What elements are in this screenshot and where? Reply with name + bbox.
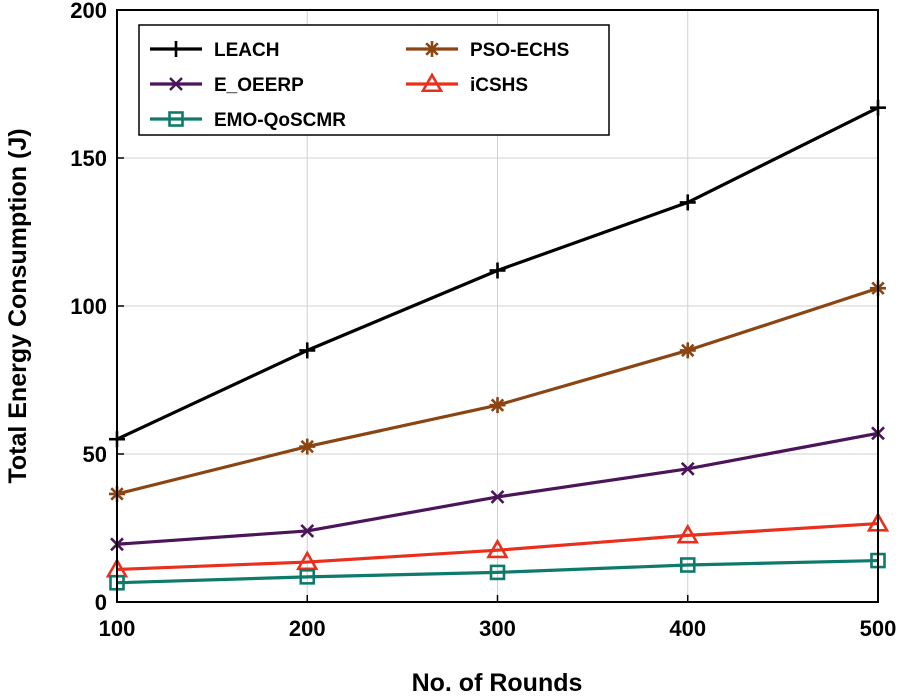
legend-item-icshs: iCSHS — [406, 72, 528, 96]
series-line-emo-qoscmr — [116, 558, 879, 585]
legend-swatch-marker — [420, 72, 444, 93]
data-point-icshs — [486, 538, 509, 559]
legend: LEACH PSO-ECHS E_OEERP iCSHS EMO-QoSCMR — [138, 24, 610, 136]
legend-swatch-marker — [169, 77, 183, 91]
data-point-emo-qoscmr — [299, 569, 316, 585]
data-point-e-oeerp — [680, 461, 695, 476]
x-tick-label: 400 — [669, 616, 706, 641]
y-axis-title: Total Energy Consumption (J) — [4, 128, 32, 483]
y-tick-label: 100 — [70, 294, 107, 319]
series-group — [105, 99, 890, 591]
tick-labels: 100 200 300 400 500 0 50 100 150 200 — [70, 0, 896, 641]
data-point-leach — [299, 342, 316, 359]
legend-item-e-oeerp: E_OEERP — [150, 75, 304, 96]
data-point-leach — [679, 194, 696, 211]
data-point-icshs — [296, 550, 319, 571]
data-point-icshs — [676, 523, 699, 544]
y-tick-label: 150 — [70, 146, 107, 171]
legend-swatch-marker — [424, 41, 440, 57]
legend-label: LEACH — [214, 40, 279, 61]
x-axis-title: No. of Rounds — [412, 669, 583, 697]
series-e-oeerp — [110, 426, 885, 552]
legend-swatch-marker — [168, 41, 184, 57]
data-point-pso-echs — [489, 397, 506, 414]
legend-item-pso-echs: PSO-ECHS — [406, 40, 569, 61]
data-point-emo-qoscmr — [679, 557, 696, 573]
y-tick-label: 200 — [70, 0, 107, 23]
x-tick-label: 200 — [289, 616, 326, 641]
data-point-e-oeerp — [300, 524, 315, 538]
series-pso-echs — [109, 280, 886, 502]
data-point-e-oeerp — [490, 490, 505, 504]
legend-swatch-marker — [168, 111, 184, 127]
legend-item-leach: LEACH — [150, 40, 279, 61]
series-icshs — [105, 511, 890, 578]
legend-item-emo-qoscmr: EMO-QoSCMR — [150, 110, 346, 131]
series-line-icshs — [116, 521, 879, 572]
legend-box — [138, 24, 610, 136]
data-point-pso-echs — [299, 438, 316, 455]
legend-label: iCSHS — [470, 75, 528, 96]
plot-frame — [116, 9, 879, 603]
data-point-pso-echs — [679, 342, 696, 359]
legend-label: EMO-QoSCMR — [214, 110, 346, 131]
y-tick-label: 0 — [95, 590, 107, 615]
y-tick-label: 50 — [83, 442, 107, 467]
legend-label: PSO-ECHS — [470, 40, 569, 61]
data-point-leach — [489, 262, 506, 279]
x-tick-label: 100 — [99, 616, 136, 641]
legend-label: E_OEERP — [214, 75, 304, 96]
x-tick-label: 300 — [479, 616, 516, 641]
x-tick-label: 500 — [860, 616, 897, 641]
data-point-emo-qoscmr — [489, 564, 506, 581]
